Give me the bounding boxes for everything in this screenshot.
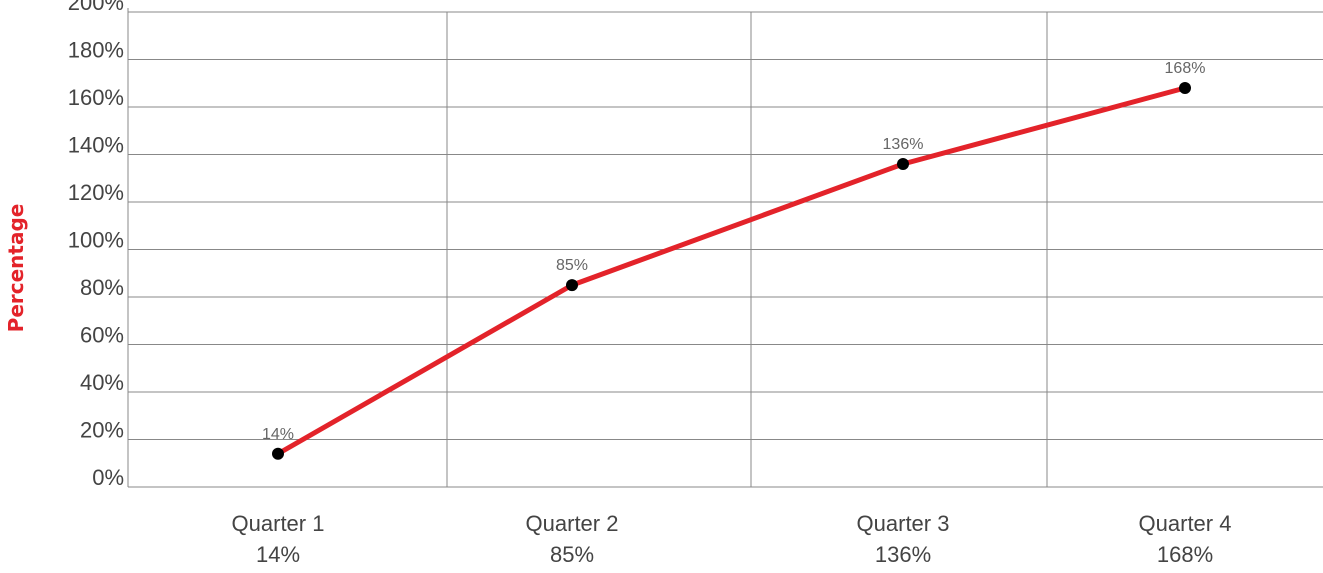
y-tick-label: 100% bbox=[68, 228, 124, 253]
x-tick-value: 168% bbox=[1157, 542, 1213, 567]
y-tick-label: 0% bbox=[92, 465, 124, 490]
y-tick-label: 20% bbox=[80, 418, 124, 443]
x-tick-label: Quarter 1 bbox=[232, 511, 325, 536]
x-tick-label: Quarter 3 bbox=[857, 511, 950, 536]
data-label: 14% bbox=[262, 426, 294, 443]
y-tick-label: 120% bbox=[68, 180, 124, 205]
x-tick-label: Quarter 2 bbox=[526, 511, 619, 536]
x-tick-value: 14% bbox=[256, 542, 300, 567]
y-tick-label: 180% bbox=[68, 38, 124, 63]
series-line bbox=[275, 85, 1188, 457]
y-tick-label: 160% bbox=[68, 85, 124, 110]
data-label: 136% bbox=[883, 136, 924, 153]
y-axis-label: Percentage bbox=[4, 203, 28, 333]
data-labels: 14% 85% 136% 168% bbox=[262, 60, 1205, 443]
x-tick-value: 136% bbox=[875, 542, 931, 567]
y-tick-label: 80% bbox=[80, 275, 124, 300]
data-label: 168% bbox=[1165, 60, 1206, 77]
y-tick-label: 40% bbox=[80, 370, 124, 395]
data-point bbox=[566, 279, 578, 292]
y-tick-label: 140% bbox=[68, 133, 124, 158]
data-label: 85% bbox=[556, 257, 588, 274]
x-tick-value: 85% bbox=[550, 542, 594, 567]
series-layer bbox=[272, 82, 1191, 460]
data-point bbox=[1179, 82, 1191, 94]
y-tick-label: 200% bbox=[68, 0, 124, 15]
x-tick-labels: Quarter 1 14% Quarter 2 85% Quarter 3 136% Qua… bbox=[232, 511, 1232, 567]
x-tick-label: Quarter 4 bbox=[1139, 511, 1232, 536]
data-point bbox=[272, 447, 284, 460]
grid-layer bbox=[127, 8, 1323, 488]
data-point bbox=[897, 158, 909, 170]
y-tick-labels: 0% 20% 40% 60% 80% 100% 120% 140% 160% 180% 200% bbox=[68, 0, 124, 490]
y-tick-label: 60% bbox=[80, 323, 124, 348]
